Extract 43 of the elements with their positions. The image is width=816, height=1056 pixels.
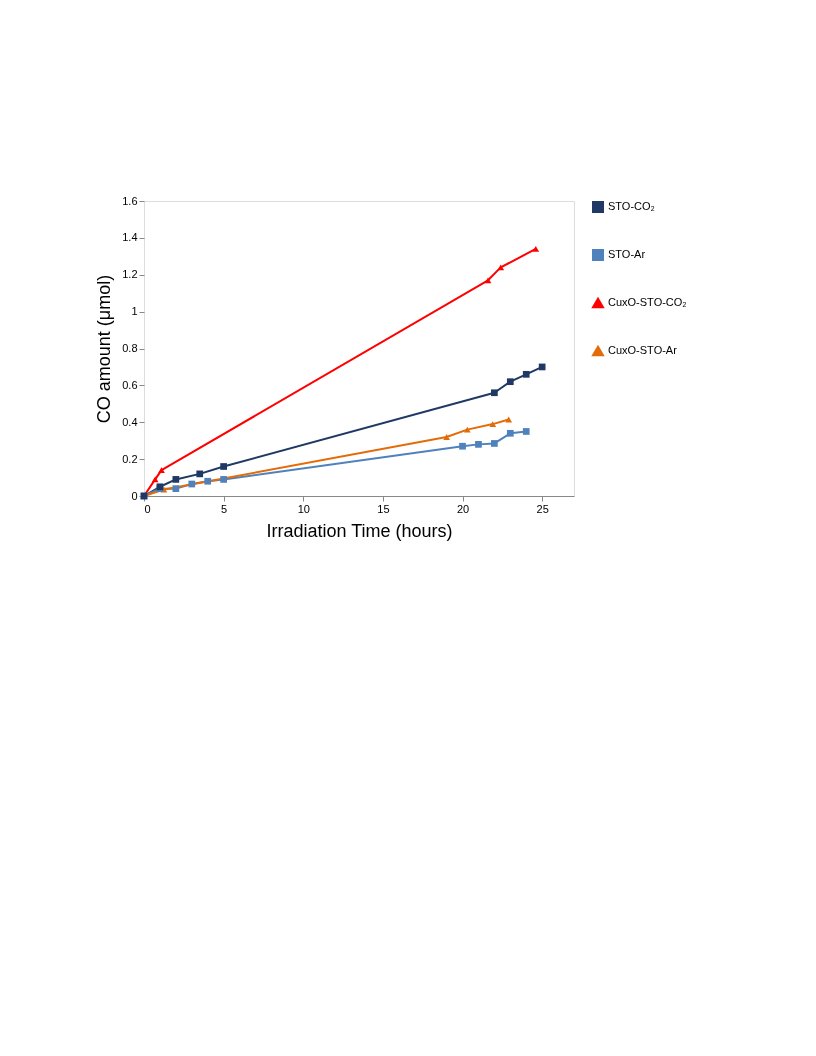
point bbox=[459, 442, 466, 450]
point bbox=[484, 277, 492, 284]
point bbox=[204, 477, 212, 485]
y-tick-label: 0.8 bbox=[122, 342, 138, 354]
x-tick-label: 20 bbox=[456, 502, 470, 515]
y-tick-label: 0.2 bbox=[122, 452, 138, 465]
legend-label: STO-CO₂ bbox=[608, 200, 655, 212]
point bbox=[489, 421, 497, 427]
legend-label: STO-Ar bbox=[608, 248, 646, 260]
point bbox=[220, 476, 227, 483]
point bbox=[491, 440, 498, 447]
y-tick-label: 1.6 bbox=[122, 194, 138, 207]
y-tick-label: 0.4 bbox=[122, 415, 138, 428]
point bbox=[188, 480, 196, 488]
point bbox=[158, 467, 165, 474]
y-tick-label: 1.4 bbox=[122, 231, 138, 244]
y-tick-label: 0 bbox=[131, 489, 138, 502]
x-tick-label: 5 bbox=[221, 502, 228, 515]
x-tick-label: 25 bbox=[536, 502, 549, 515]
legend-label: CuxO-STO-Ar bbox=[608, 344, 678, 356]
x-tick-label: 15 bbox=[377, 502, 390, 515]
point bbox=[172, 476, 180, 483]
point bbox=[522, 370, 530, 378]
point bbox=[475, 441, 482, 448]
point bbox=[532, 246, 540, 252]
point bbox=[443, 434, 450, 440]
x-tick-label: 10 bbox=[297, 502, 310, 515]
y-axis-title: CO amount (μmol) bbox=[94, 274, 115, 424]
point bbox=[196, 470, 204, 478]
y-tick-label: 1 bbox=[131, 305, 138, 318]
y-tick-label: 1.2 bbox=[122, 268, 138, 281]
y-tick-label: 0.6 bbox=[122, 378, 138, 391]
point bbox=[491, 389, 498, 397]
x-axis-title: Irradiation Time (hours) bbox=[266, 520, 453, 541]
point bbox=[506, 429, 514, 437]
legend-label: CuxO-STO-CO₂ bbox=[608, 296, 687, 308]
point bbox=[506, 378, 514, 386]
point bbox=[463, 426, 471, 433]
point bbox=[538, 363, 546, 371]
x-tick-label: 0 bbox=[144, 502, 151, 515]
point bbox=[522, 428, 530, 435]
point bbox=[172, 485, 180, 492]
point bbox=[220, 463, 227, 470]
